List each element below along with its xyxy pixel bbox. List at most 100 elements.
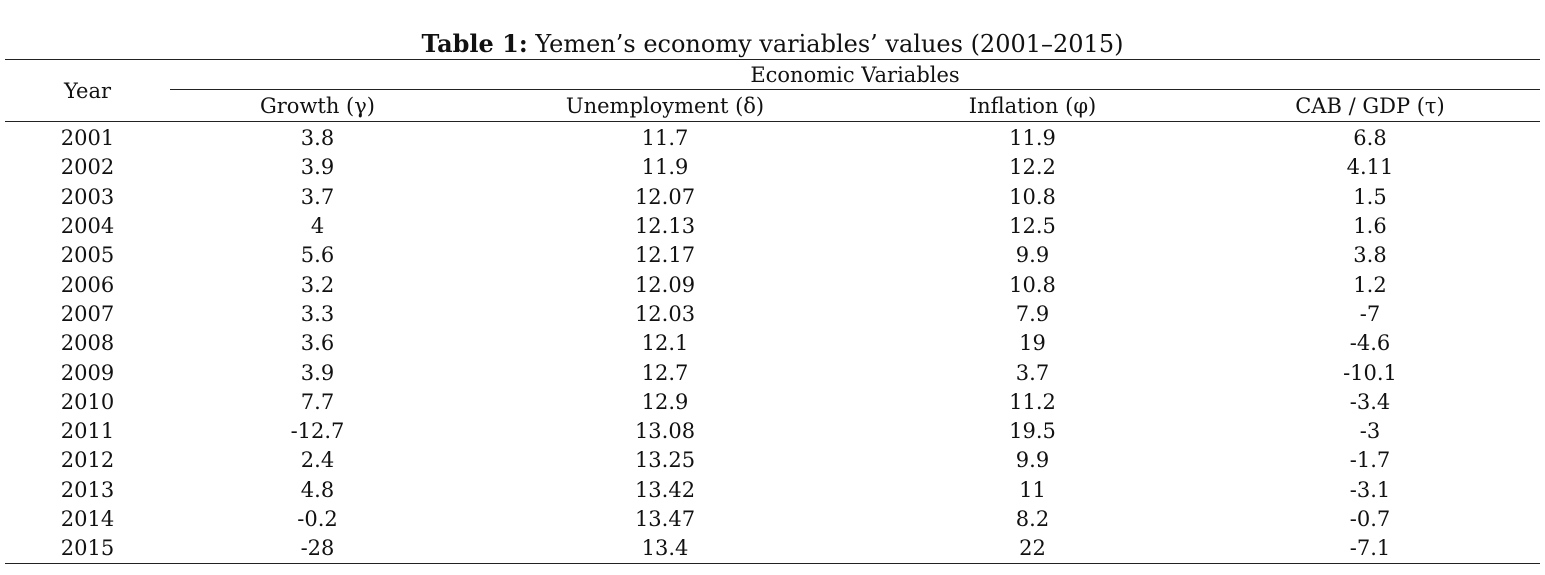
inflation-cell: 9.9 <box>1015 243 1050 268</box>
cab-gdp-cell: -3.4 <box>1349 389 1391 414</box>
inflation-cell: 3.7 <box>1015 360 1050 385</box>
unemployment-cell: 12.13 <box>634 214 696 239</box>
growth-cell: -0.2 <box>297 507 338 531</box>
growth-cell: 3.8 <box>300 126 335 151</box>
unemployment-cell: 12.1 <box>641 331 689 356</box>
unemployment-cell: 12.17 <box>634 243 696 268</box>
growth-cell: 3.3 <box>300 301 335 326</box>
unemployment-cell: 13.42 <box>634 477 696 502</box>
inflation-cell: 11.9 <box>1009 126 1056 151</box>
unemployment-cell: 12.07 <box>634 184 696 209</box>
table-row: 2013 4.8 13.42 11 -3.1 <box>5 476 1540 505</box>
growth-cell: 3.2 <box>300 272 335 297</box>
inflation-cell: 8.2 <box>1015 507 1050 531</box>
unemployment-column-header: Unemployment (δ) <box>565 93 765 118</box>
header-row-columns: Growth (γ) Unemployment (δ) Inflation (φ… <box>5 90 1540 122</box>
table-row: 2003 3.7 12.07 10.8 1.5 <box>5 183 1540 212</box>
year-cell: 2003 <box>60 184 115 209</box>
cab-gdp-cell: -4.6 <box>1349 331 1391 356</box>
table-caption-label: Table 1: <box>421 29 528 58</box>
header-row-group: Year Economic Variables <box>5 59 1540 103</box>
year-cell: 2013 <box>60 477 115 502</box>
cab-gdp-cell: -1.7 <box>1349 448 1391 473</box>
year-column-header: Year <box>63 78 112 103</box>
cab-gdp-column-header: CAB / GDP (τ) <box>1295 93 1445 118</box>
table-caption: Table 1: Yemen’s economy variables’ valu… <box>0 28 1545 60</box>
year-cell: 2008 <box>60 331 115 356</box>
cab-gdp-cell: -3 <box>1359 419 1381 444</box>
unemployment-cell: 12.09 <box>634 272 696 297</box>
cab-gdp-cell: -7.1 <box>1349 536 1391 561</box>
unemployment-cell: 13.25 <box>634 448 696 473</box>
table-row: 2015 -28 13.4 22 -7.1 <box>5 534 1540 564</box>
growth-cell: 3.9 <box>300 360 335 385</box>
year-cell: 2011 <box>60 419 115 444</box>
growth-cell: 4 <box>310 214 325 239</box>
inflation-cell: 7.9 <box>1015 301 1050 326</box>
cab-gdp-cell: -3.1 <box>1349 477 1391 502</box>
inflation-cell: 10.8 <box>1009 272 1056 297</box>
unemployment-cell: 11.9 <box>641 155 689 180</box>
inflation-cell: 11 <box>1019 477 1046 502</box>
inflation-cell: 22 <box>1019 536 1046 561</box>
table-caption-text: Yemen’s economy variables’ values (2001–… <box>535 30 1124 58</box>
year-cell: 2009 <box>60 360 115 385</box>
year-cell: 2012 <box>60 448 115 473</box>
year-cell: 2002 <box>60 155 115 180</box>
table-row: 2012 2.4 13.25 9.9 -1.7 <box>5 446 1540 475</box>
inflation-cell: 9.9 <box>1015 448 1050 473</box>
year-cell: 2001 <box>60 126 115 151</box>
table-row: 2005 5.6 12.17 9.9 3.8 <box>5 241 1540 270</box>
unemployment-cell: 12.7 <box>641 360 689 385</box>
unemployment-cell: 13.08 <box>634 419 696 444</box>
table-row: 2011 -12.7 13.08 19.5 -3 <box>5 417 1540 446</box>
table-body: 2001 3.8 11.7 11.9 6.8 2002 3.9 11.9 12.… <box>5 122 1540 564</box>
table-header: Year Economic Variables Growth (γ) Unemp… <box>5 59 1540 122</box>
growth-cell: 2.4 <box>300 448 335 473</box>
unemployment-cell: 11.7 <box>641 126 689 151</box>
cab-gdp-cell: 1.5 <box>1353 184 1387 209</box>
inflation-cell: 10.8 <box>1009 184 1056 209</box>
inflation-cell: 12.2 <box>1009 155 1056 180</box>
year-cell: 2014 <box>60 507 115 531</box>
inflation-column-header: Inflation (φ) <box>968 93 1097 118</box>
inflation-cell: 11.2 <box>1009 389 1056 414</box>
year-cell: 2005 <box>60 243 115 268</box>
table-row: 2002 3.9 11.9 12.2 4.11 <box>5 153 1540 182</box>
table-row: 2010 7.7 12.9 11.2 -3.4 <box>5 388 1540 417</box>
growth-cell: 4.8 <box>300 477 335 502</box>
growth-cell: 3.7 <box>300 184 335 209</box>
cab-gdp-cell: 1.2 <box>1353 272 1387 297</box>
table-row: 2008 3.6 12.1 19 -4.6 <box>5 329 1540 358</box>
table-row: 2004 4 12.13 12.5 1.6 <box>5 212 1540 241</box>
table-row: 2001 3.8 11.7 11.9 6.8 <box>5 122 1540 154</box>
growth-cell: 5.6 <box>300 243 335 268</box>
year-cell: 2006 <box>60 272 115 297</box>
economic-variables-header: Economic Variables <box>170 59 1540 90</box>
year-cell: 2015 <box>60 536 115 561</box>
cab-gdp-cell: 6.8 <box>1353 126 1387 151</box>
unemployment-cell: 12.03 <box>634 301 696 326</box>
year-cell: 2007 <box>60 301 115 326</box>
growth-column-header: Growth (γ) <box>259 93 375 118</box>
growth-cell: 7.7 <box>300 389 335 414</box>
table-row: 2007 3.3 12.03 7.9 -7 <box>5 300 1540 329</box>
unemployment-cell: 12.9 <box>641 389 689 414</box>
table-row: 2006 3.2 12.09 10.8 1.2 <box>5 270 1540 299</box>
inflation-cell: 19 <box>1019 331 1046 356</box>
growth-cell: 3.6 <box>300 331 335 356</box>
unemployment-cell: 13.47 <box>634 507 696 531</box>
cab-gdp-cell: -0.7 <box>1349 507 1391 531</box>
cab-gdp-cell: -10.1 <box>1343 360 1397 385</box>
table-row: 2009 3.9 12.7 3.7 -10.1 <box>5 358 1540 387</box>
cab-gdp-cell: 3.8 <box>1353 243 1387 268</box>
inflation-cell: 19.5 <box>1009 419 1056 444</box>
inflation-cell: 12.5 <box>1009 214 1056 239</box>
year-cell: 2004 <box>60 214 115 239</box>
year-cell: 2010 <box>60 389 115 414</box>
growth-cell: -28 <box>300 536 335 561</box>
growth-cell: -12.7 <box>290 419 345 444</box>
economy-table: Year Economic Variables Growth (γ) Unemp… <box>5 59 1540 564</box>
cab-gdp-cell: 4.11 <box>1346 155 1394 180</box>
cab-gdp-cell: 1.6 <box>1353 214 1387 239</box>
